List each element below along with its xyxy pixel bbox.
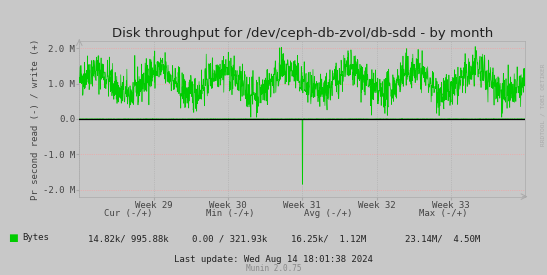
Text: Last update: Wed Aug 14 18:01:38 2024: Last update: Wed Aug 14 18:01:38 2024 [174, 255, 373, 264]
Y-axis label: Pr second read (-) / write (+): Pr second read (-) / write (+) [31, 38, 40, 200]
Text: Cur (-/+): Cur (-/+) [104, 209, 153, 218]
Text: Max (-/+): Max (-/+) [419, 209, 467, 218]
Text: 14.82k/ 995.88k: 14.82k/ 995.88k [88, 235, 169, 244]
Text: Min (-/+): Min (-/+) [206, 209, 254, 218]
Text: ■: ■ [8, 233, 18, 243]
Text: Munin 2.0.75: Munin 2.0.75 [246, 264, 301, 273]
Text: 23.14M/  4.50M: 23.14M/ 4.50M [405, 235, 481, 244]
Title: Disk throughput for /dev/ceph-db-zvol/db-sdd - by month: Disk throughput for /dev/ceph-db-zvol/db… [112, 27, 493, 40]
Text: 16.25k/  1.12M: 16.25k/ 1.12M [290, 235, 366, 244]
Text: Avg (-/+): Avg (-/+) [304, 209, 352, 218]
Text: Bytes: Bytes [22, 233, 49, 242]
Text: 0.00 / 321.93k: 0.00 / 321.93k [192, 235, 267, 244]
Text: RRDTOOL / TOBI OETIKER: RRDTOOL / TOBI OETIKER [541, 63, 546, 146]
